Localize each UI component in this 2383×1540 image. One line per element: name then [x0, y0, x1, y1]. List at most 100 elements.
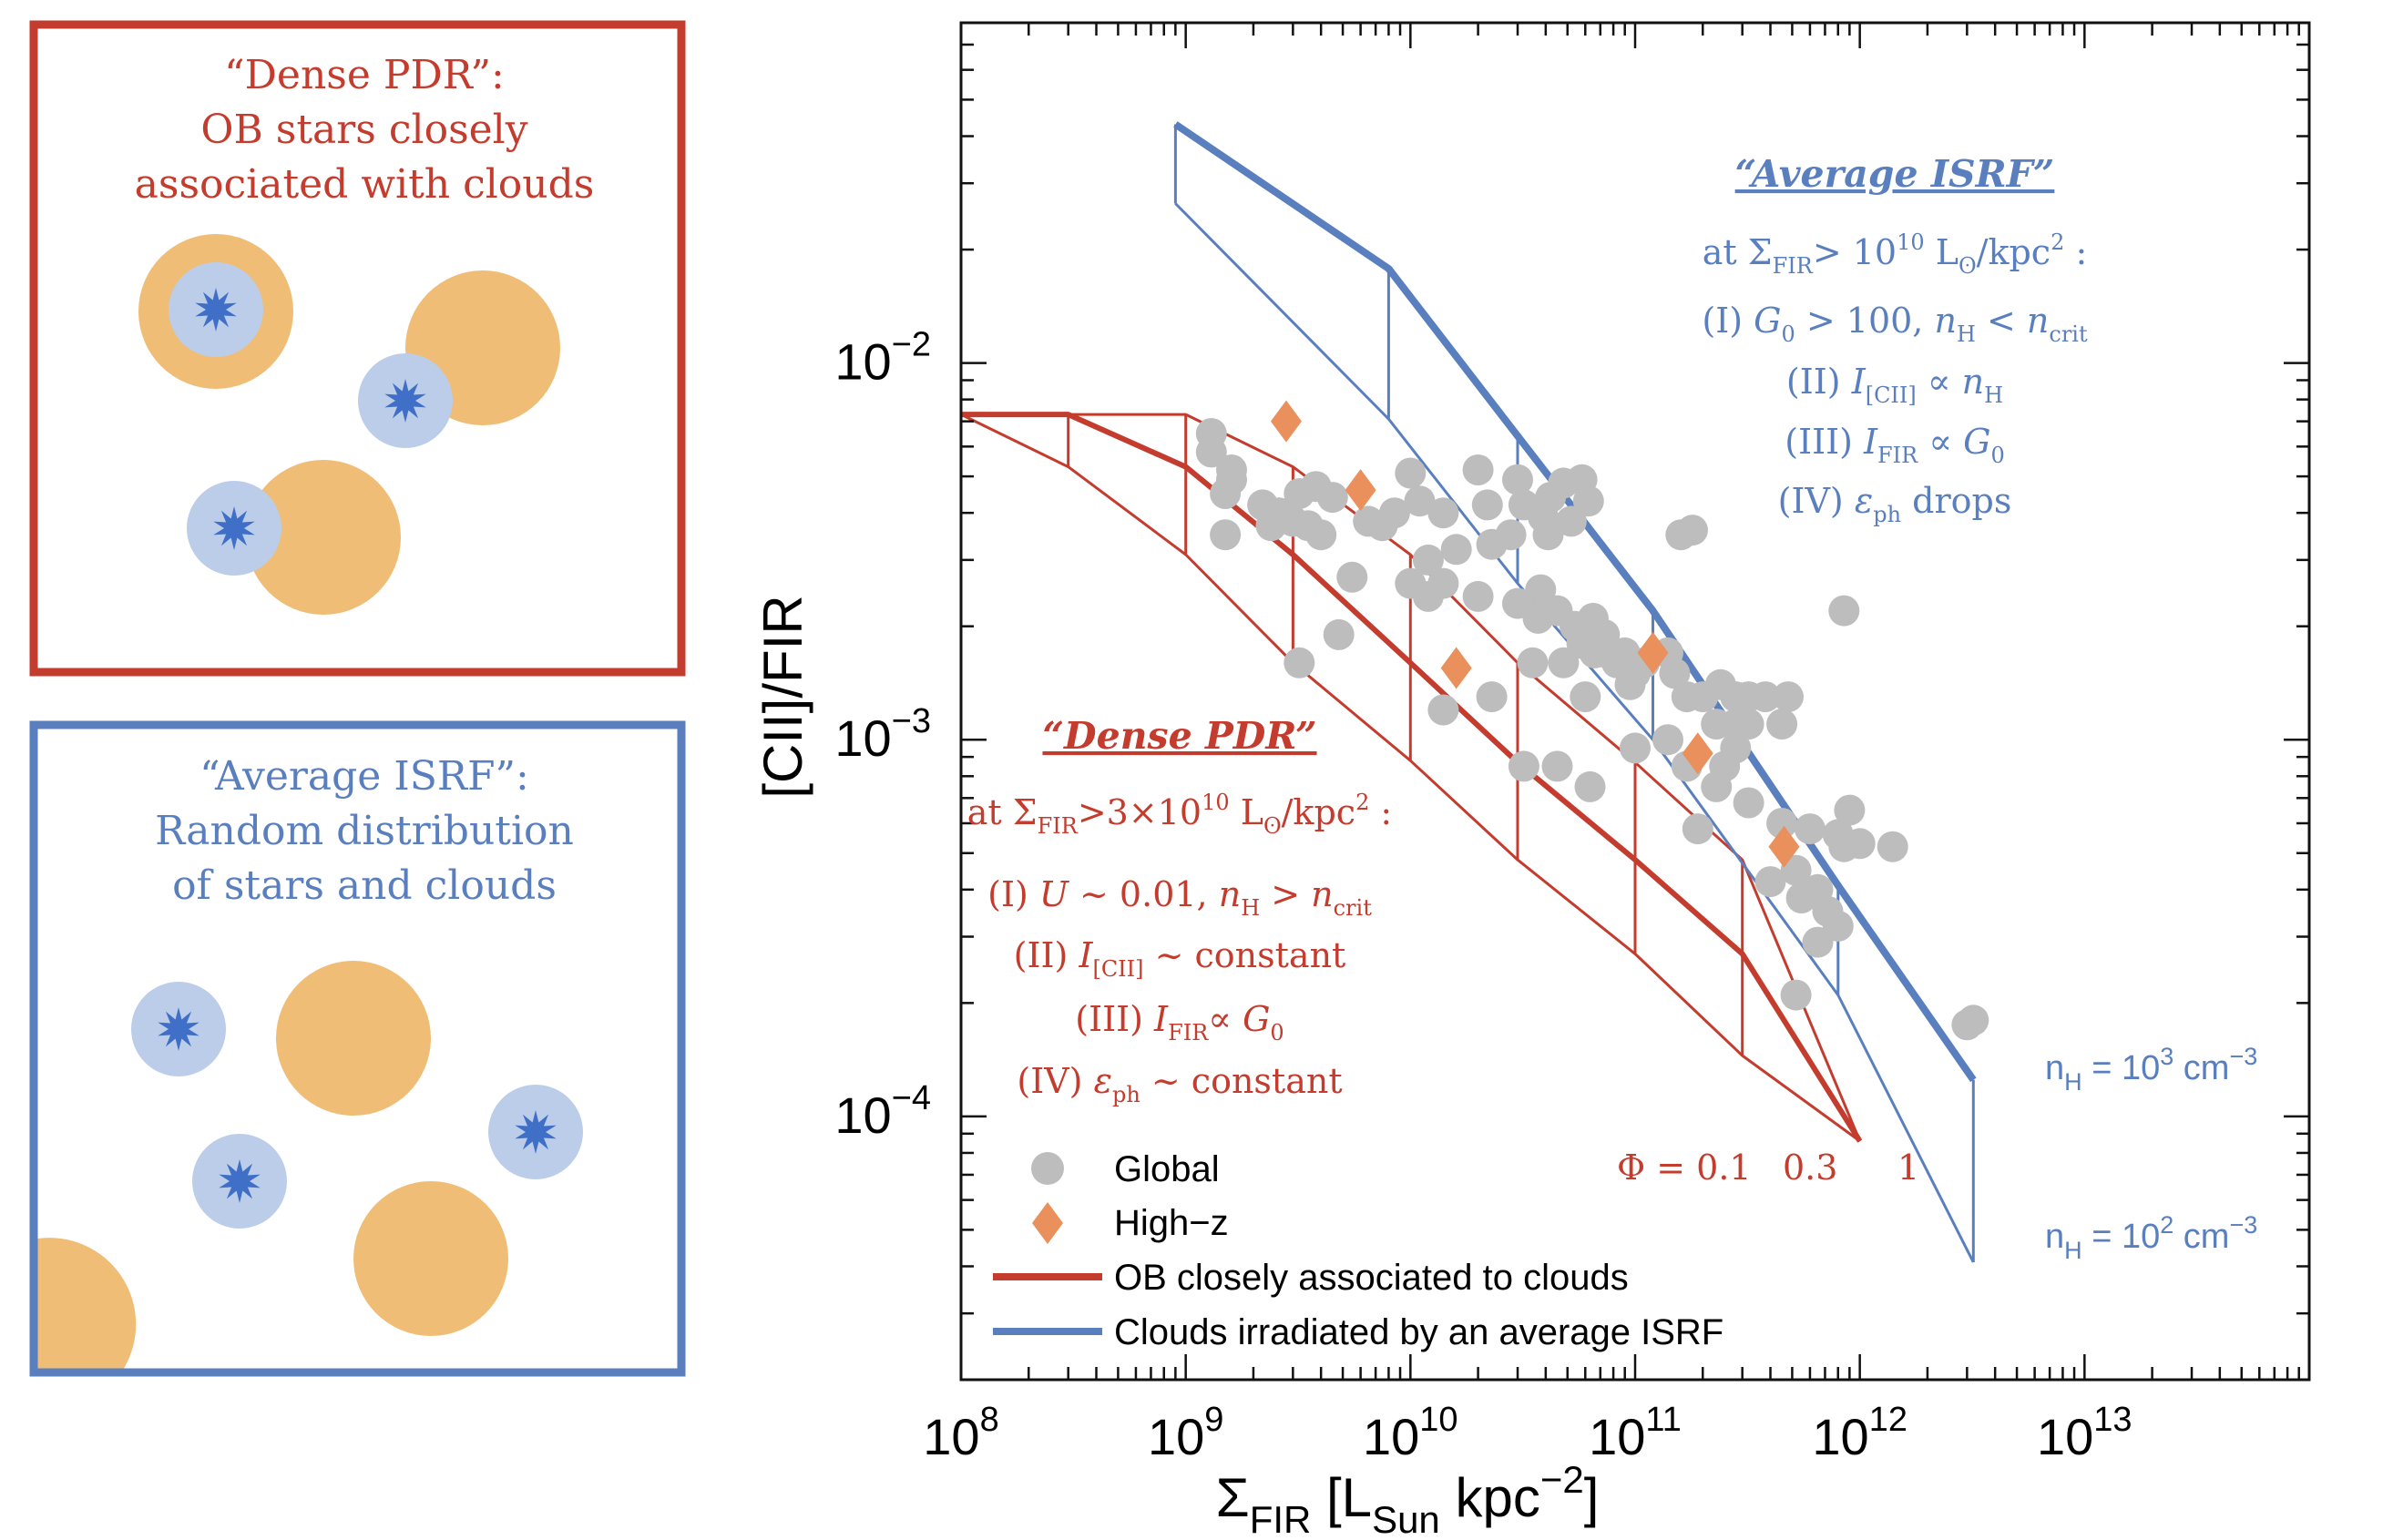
y-tick-label: 10−4: [834, 1079, 931, 1144]
global-point: [1733, 709, 1764, 740]
global-point: [1508, 750, 1539, 782]
global-point: [1532, 519, 1564, 551]
global-point: [1780, 854, 1812, 886]
star-icon: [195, 288, 237, 331]
global-point: [1305, 519, 1337, 551]
star-halo: [131, 982, 226, 1076]
global-point: [1476, 528, 1508, 560]
global-point: [1754, 866, 1786, 898]
global-point: [1476, 681, 1508, 713]
global-point: [1844, 828, 1876, 860]
dense-item-1: (I) U ~ 0.01, nH > ncrit: [987, 874, 1372, 921]
isrf-item-4: (IV) εph drops: [1778, 481, 2012, 527]
phi-label-0.1: Φ = 0.1: [1617, 1147, 1752, 1188]
dense-pdr-frame: [29, 20, 686, 677]
global-point: [1284, 647, 1315, 678]
phi-label-0.3: 0.3: [1783, 1147, 1837, 1188]
dense-item-2: (II) I[CII] ~ constant: [1014, 935, 1346, 982]
global-point: [1440, 534, 1472, 566]
global-point: [1766, 709, 1798, 740]
star-icon: [219, 1159, 261, 1203]
highz-point: [1682, 732, 1713, 775]
highz-point: [1440, 647, 1472, 689]
dense-condition: at ΣFIR>3×1010 Lʘ/kpc2 :: [967, 790, 1392, 839]
global-point: [1462, 454, 1494, 485]
global-point: [1353, 505, 1385, 537]
phi-label-1: 1: [1897, 1147, 1919, 1188]
global-point: [1378, 497, 1410, 529]
global-point: [1877, 831, 1908, 862]
x-tick-label: 1010: [1363, 1401, 1458, 1465]
global-point: [1589, 618, 1621, 650]
global-point: [1773, 681, 1804, 713]
global-point: [1336, 561, 1368, 593]
global-point: [1427, 567, 1459, 599]
global-point: [1195, 436, 1227, 468]
y-tick-label: 10−2: [834, 326, 931, 391]
dense-pdr-title-line3: associated with clouds: [135, 161, 595, 208]
dense-model-grid: [960, 412, 1863, 1143]
legend-label-dense: OB closely associated to clouds: [1114, 1258, 1629, 1298]
cloud: [246, 460, 401, 615]
isrf-heading: “Average ISRF”: [1735, 152, 2055, 196]
global-point: [1794, 813, 1826, 845]
x-tick-label: 1013: [2037, 1401, 2132, 1465]
average-isrf-title-line3: of stars and clouds: [172, 862, 557, 909]
average-isrf-title-line1: “Average ISRF”:: [199, 753, 529, 800]
global-point: [1502, 464, 1533, 495]
highz-point: [1345, 469, 1376, 512]
legend-label-isrf: Clouds irradiated by an average ISRF: [1114, 1312, 1723, 1352]
dense-item-3: (III) IFIR∝ G0: [1075, 999, 1284, 1045]
x-tick-label: 1011: [1589, 1401, 1682, 1465]
global-point: [1255, 510, 1287, 542]
highz-point: [1768, 825, 1800, 868]
star-icon: [213, 506, 255, 550]
star-halo: [169, 262, 263, 357]
y-axis-label: [CII]/FIR: [752, 595, 813, 798]
nh-label-1e3: nH = 103 cm−3: [2045, 1043, 2257, 1096]
x-tick-label: 109: [1148, 1401, 1223, 1465]
average-isrf-title-line2: Random distribution: [155, 808, 574, 854]
legend: Global High−z OB closely associated to c…: [993, 1149, 1723, 1352]
dense-pdr-panel: “Dense PDR”: OB stars closely associated…: [29, 20, 686, 677]
x-tick-labels: 108 109 1010 1011 1012 1013: [923, 1401, 2132, 1465]
x-tick-label: 108: [923, 1401, 998, 1465]
legend-marker-highz: [1032, 1202, 1063, 1244]
global-point: [1555, 505, 1587, 537]
global-point: [1701, 770, 1733, 802]
global-point: [1780, 979, 1812, 1011]
global-point: [1677, 515, 1708, 546]
cloud: [276, 961, 431, 1116]
dense-pdr-title-line1: “Dense PDR”:: [224, 52, 505, 98]
global-point: [1614, 668, 1646, 700]
axis-ticks: [959, 21, 2311, 1382]
dense-item-4: (IV) εph ~ constant: [1017, 1061, 1342, 1107]
global-point: [1525, 574, 1557, 606]
global-point: [1216, 464, 1247, 495]
isrf-annotation: “Average ISRF” at ΣFIR> 1010 Lʘ/kpc2 : (…: [1702, 152, 2088, 527]
global-point: [1427, 694, 1459, 726]
global-point: [1395, 457, 1427, 489]
star-halo: [192, 1134, 287, 1229]
y-tick-label: 10−3: [834, 702, 931, 767]
global-point: [1517, 647, 1549, 678]
star-icon: [515, 1110, 557, 1154]
legend-marker-global: [1031, 1152, 1064, 1185]
global-point: [1572, 485, 1604, 517]
global-point: [1720, 732, 1752, 764]
global-point: [1750, 681, 1781, 713]
global-point: [1828, 595, 1860, 627]
star-icon: [384, 379, 426, 423]
global-point: [1822, 910, 1854, 942]
global-point: [1412, 544, 1444, 576]
global-point: [1541, 750, 1573, 782]
global-point: [1548, 647, 1580, 678]
highz-point: [1270, 400, 1302, 443]
global-point: [1316, 482, 1348, 514]
average-isrf-frame: [29, 720, 686, 1377]
star-halo: [488, 1085, 583, 1179]
global-point: [1404, 485, 1436, 517]
dense-annotation: “Dense PDR” at ΣFIR>3×1010 Lʘ/kpc2 : (I)…: [967, 714, 1392, 1107]
legend-label-highz: High−z: [1114, 1203, 1229, 1243]
